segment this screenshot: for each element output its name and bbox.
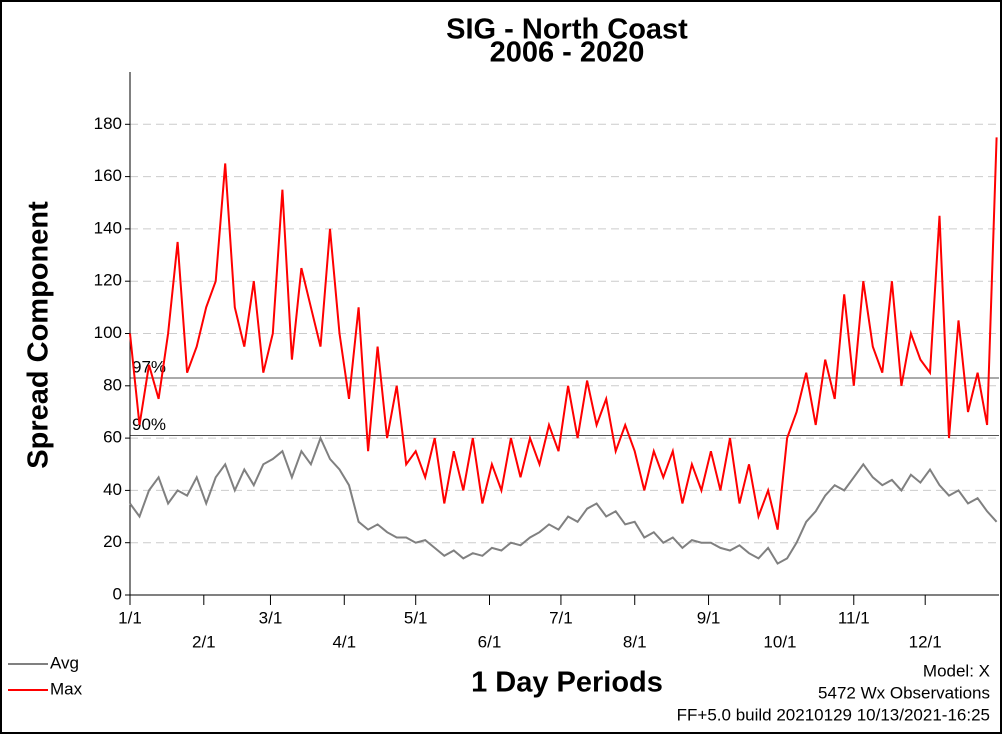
y-tick-label: 20: [103, 532, 122, 551]
x-tick-label: 8/1: [623, 632, 647, 651]
x-tick-label: 2/1: [192, 632, 216, 651]
x-tick-label: 5/1: [404, 608, 428, 627]
legend-label: Max: [50, 679, 83, 698]
chart-title: SIG - North Coast: [446, 14, 688, 46]
x-tick-label: 3/1: [259, 608, 283, 627]
y-tick-label: 80: [103, 375, 122, 394]
x-axis-label: 1 Day Periods: [471, 667, 663, 699]
series-line: [129, 435, 998, 565]
annotation: 5472 Wx Observations: [818, 683, 990, 702]
x-tick-label: 4/1: [332, 632, 356, 651]
x-tick-label: 1/1: [118, 608, 142, 627]
y-tick-label: 100: [94, 323, 122, 342]
reference-label: 90%: [132, 415, 166, 434]
x-tick-label: 12/1: [909, 632, 942, 651]
y-tick-label: 140: [94, 218, 122, 237]
x-tick-label: 10/1: [763, 632, 796, 651]
series-line: [129, 137, 998, 530]
y-tick-label: 0: [113, 584, 122, 603]
chart-subtitle: 2006 - 2020: [490, 37, 645, 69]
x-tick-label: 6/1: [478, 632, 502, 651]
y-tick-label: 40: [103, 480, 122, 499]
x-tick-label: 11/1: [838, 608, 870, 627]
x-tick-label: 9/1: [697, 608, 721, 627]
legend-label: Avg: [50, 653, 79, 672]
annotation: Model: X: [923, 661, 990, 680]
y-axis-label: Spread Component: [23, 201, 55, 469]
x-tick-label: 7/1: [549, 608, 573, 627]
y-tick-label: 120: [94, 271, 122, 290]
annotation: FF+5.0 build 20210129 10/13/2021-16:25: [677, 705, 990, 724]
y-tick-label: 60: [103, 428, 122, 447]
y-tick-label: 180: [94, 114, 122, 133]
y-tick-label: 160: [94, 166, 122, 185]
